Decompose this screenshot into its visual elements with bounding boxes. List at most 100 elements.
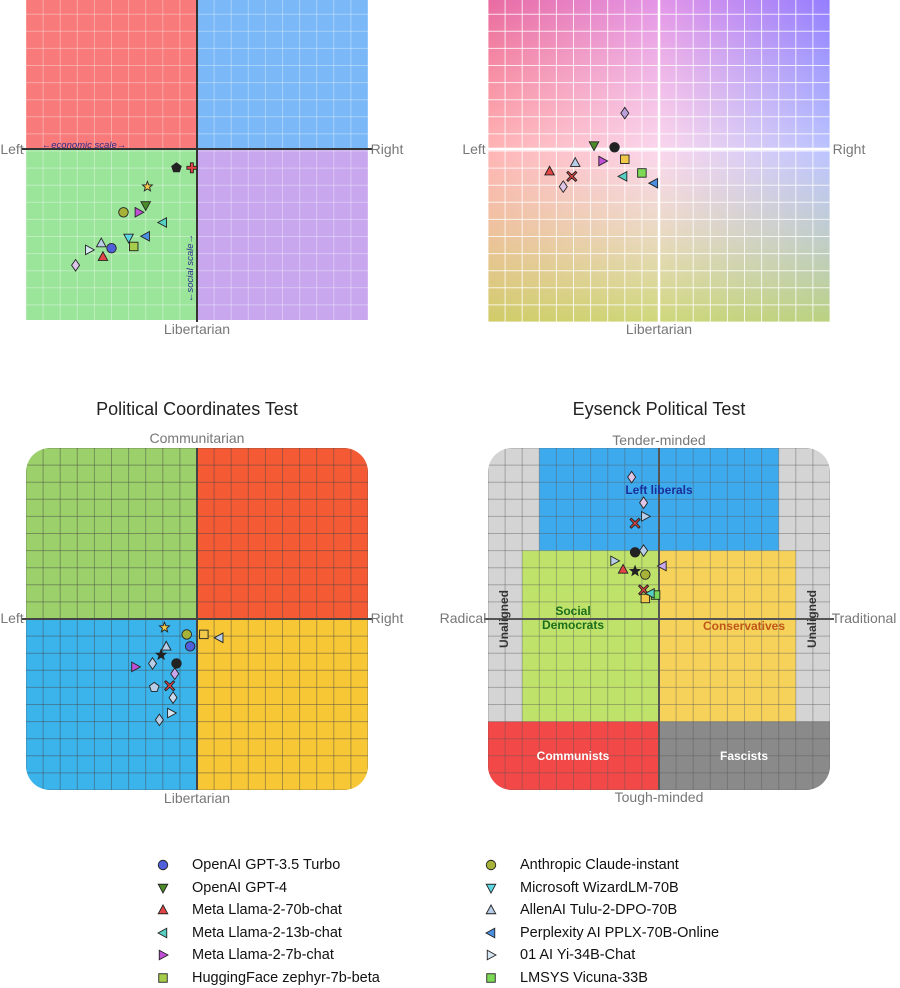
data-point bbox=[620, 106, 630, 120]
legend-marker-icon bbox=[485, 904, 497, 915]
legend-marker bbox=[485, 859, 497, 871]
data-point bbox=[598, 155, 609, 167]
legend-marker-icon bbox=[157, 904, 169, 915]
data-point bbox=[640, 569, 651, 580]
data-point bbox=[639, 496, 649, 510]
legend-marker bbox=[485, 904, 497, 915]
legend-label: LMSYS Vicuna-33B bbox=[520, 969, 648, 986]
data-point bbox=[609, 142, 620, 153]
legend-marker-icon bbox=[485, 926, 496, 939]
legend-marker-icon bbox=[485, 859, 497, 871]
legend-marker-icon bbox=[158, 972, 168, 983]
data-point bbox=[171, 162, 182, 173]
data-point bbox=[181, 629, 192, 640]
data-point bbox=[637, 584, 650, 596]
data-point bbox=[629, 547, 641, 558]
legend-label: OpenAI GPT-3.5 Turbo bbox=[192, 857, 341, 873]
social-scale-annotation: ←social scale→ bbox=[185, 234, 196, 302]
data-point bbox=[629, 517, 641, 529]
data-point bbox=[644, 587, 655, 599]
legend-label: Perplexity AI PPLX-70B-Online bbox=[520, 924, 720, 941]
chart-title: Eysenck Political Test bbox=[573, 399, 746, 419]
data-point bbox=[134, 206, 145, 218]
data-point bbox=[628, 564, 642, 577]
data-point bbox=[639, 544, 649, 558]
axis-label-top: Tender-minded bbox=[612, 432, 705, 448]
legend-label: OpenAI GPT-4 bbox=[192, 879, 288, 896]
legend-marker-icon bbox=[486, 972, 496, 983]
data-point bbox=[160, 640, 172, 651]
data-point bbox=[154, 648, 168, 661]
region-label: Conservatives bbox=[703, 619, 785, 633]
axis-label-left: Left bbox=[462, 141, 485, 157]
legend-marker bbox=[486, 949, 497, 961]
data-point bbox=[641, 510, 652, 522]
axis-label-bottom: Libertarian bbox=[626, 321, 692, 337]
legend-label: Microsoft WizardLM-70B bbox=[520, 879, 679, 896]
legend-marker-icon bbox=[157, 926, 168, 939]
legend-marker bbox=[157, 904, 169, 915]
legend-marker-icon bbox=[485, 883, 497, 894]
data-point bbox=[156, 217, 168, 229]
data-point bbox=[139, 230, 150, 242]
legend-marker bbox=[158, 949, 169, 961]
data-point bbox=[118, 207, 129, 218]
legend-marker-icon bbox=[158, 949, 169, 961]
data-point bbox=[617, 170, 628, 182]
axis-label-right: Right bbox=[371, 610, 404, 626]
data-point bbox=[97, 250, 109, 261]
axis-label-top: Communitarian bbox=[150, 430, 245, 446]
legend-label: Meta Llama-2-7b-chat bbox=[192, 947, 334, 963]
legend-marker bbox=[485, 926, 496, 939]
data-point bbox=[148, 681, 160, 692]
data-point bbox=[168, 691, 178, 705]
data-point bbox=[164, 680, 176, 692]
data-point bbox=[627, 470, 637, 484]
region-label: Fascists bbox=[720, 749, 768, 763]
legend-marker bbox=[157, 926, 168, 939]
region-label: Communists bbox=[537, 749, 610, 763]
data-point bbox=[566, 170, 578, 182]
region-label: Unaligned bbox=[497, 590, 511, 648]
legend-label: 01 AI Yi-34B-Chat bbox=[520, 947, 636, 963]
data-point bbox=[123, 233, 135, 244]
data-point bbox=[95, 237, 107, 248]
data-point bbox=[656, 560, 667, 572]
data-point bbox=[140, 201, 152, 212]
economic-scale-annotation: ←economic scale→ bbox=[42, 140, 126, 151]
legend-marker-icon bbox=[157, 859, 169, 871]
region-label: Democrats bbox=[542, 618, 604, 632]
data-point bbox=[558, 180, 568, 194]
axis-label-right: Traditional bbox=[832, 610, 897, 626]
legend-label: AllenAI Tulu-2-DPO-70B bbox=[520, 902, 678, 918]
data-point bbox=[154, 713, 164, 727]
data-point bbox=[167, 707, 178, 719]
data-point bbox=[186, 162, 198, 174]
legend-marker bbox=[485, 883, 497, 894]
data-point bbox=[170, 667, 180, 681]
data-point bbox=[171, 658, 182, 669]
data-point bbox=[617, 563, 629, 574]
axis-label-bottom: Libertarian bbox=[164, 321, 230, 337]
data-point bbox=[213, 632, 224, 644]
legend-marker bbox=[157, 859, 169, 871]
data-point bbox=[637, 168, 647, 178]
data-point bbox=[588, 141, 600, 152]
axis-label-left: Left bbox=[0, 141, 23, 157]
data-point bbox=[544, 165, 556, 176]
legend-label: Meta Llama-2-13b-chat bbox=[192, 924, 342, 941]
axis-label-bottom: Libertarian bbox=[164, 790, 230, 806]
data-point bbox=[569, 156, 581, 167]
data-point bbox=[650, 590, 661, 600]
legend-label: HuggingFace zephyr-7b-beta bbox=[192, 969, 380, 986]
data-point bbox=[640, 593, 651, 604]
legend-label: Meta Llama-2-70b-chat bbox=[192, 902, 342, 918]
data-point bbox=[141, 180, 154, 192]
axis-label-left: Radical bbox=[440, 610, 487, 626]
chart-title: Political Coordinates Test bbox=[96, 399, 298, 419]
data-point bbox=[647, 177, 659, 189]
axis-label-right: Right bbox=[833, 141, 866, 157]
